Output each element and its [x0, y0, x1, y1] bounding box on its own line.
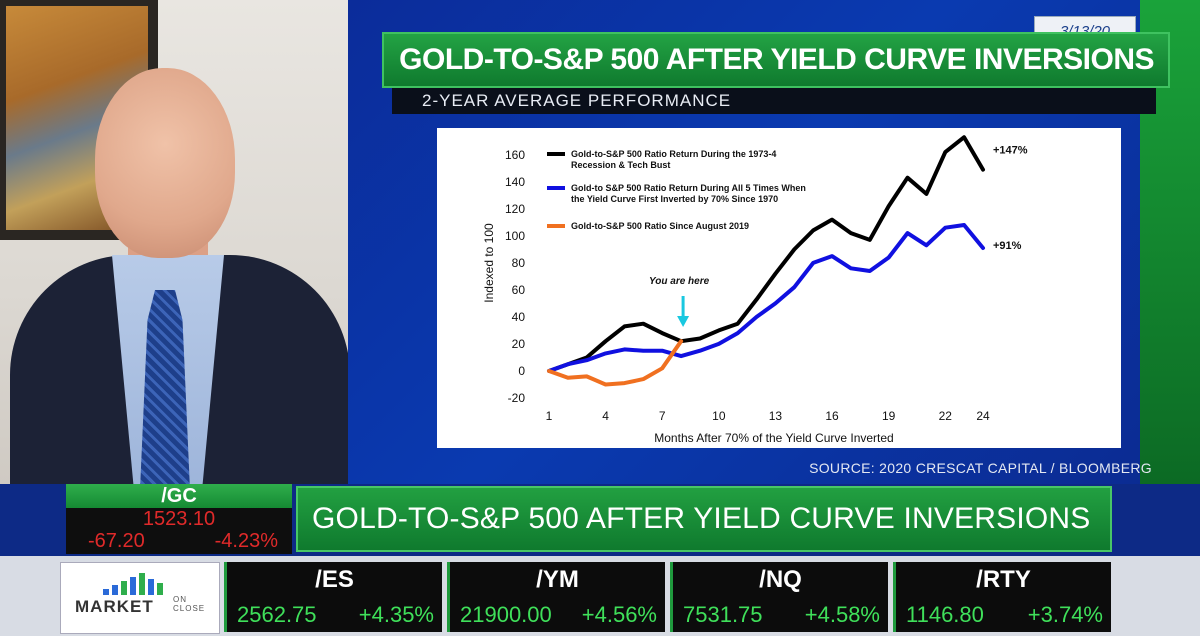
- gc-change: -67.20: [88, 530, 145, 552]
- gc-change-pct: -4.23%: [214, 530, 278, 552]
- y-tick-label: 160: [505, 148, 525, 162]
- x-tick-label: 1: [546, 409, 553, 423]
- y-tick-label: 60: [512, 283, 526, 297]
- legend-entry: Gold-to-S&P 500 Ratio Return During the …: [571, 149, 776, 170]
- y-tick-label: 140: [505, 175, 525, 189]
- bar-chart-icon: [103, 573, 166, 595]
- y-tick-label: -20: [508, 391, 526, 405]
- ticker-es: /ES 2562.75 +4.35%: [224, 562, 442, 632]
- x-tick-label: 24: [976, 409, 990, 423]
- y-tick-label: 80: [512, 256, 526, 270]
- presenter-tie: [140, 290, 190, 484]
- ticker-price: 7531.75: [683, 602, 763, 627]
- y-tick-label: 100: [505, 229, 525, 243]
- legend-entry: Gold-to S&P 500 Ratio Return During All …: [571, 183, 806, 204]
- y-tick-label: 120: [505, 202, 525, 216]
- x-tick-label: 4: [602, 409, 609, 423]
- x-tick-label: 19: [882, 409, 896, 423]
- logo-text: MARKET: [75, 597, 154, 616]
- ticker-symbol: /ES: [315, 566, 354, 593]
- headline-text: GOLD-TO-S&P 500 AFTER YIELD CURVE INVERS…: [312, 502, 1091, 535]
- presenter-video: [0, 0, 348, 484]
- ticker-change-pct: +4.58%: [804, 602, 880, 627]
- series-line-2: [547, 339, 684, 387]
- ticker-rty: /RTY 1146.80 +3.74%: [893, 562, 1111, 632]
- gc-symbol: /GC: [66, 484, 292, 508]
- ticker-symbol: /YM: [536, 566, 579, 593]
- line-chart: -20 0 20 40 60 80 100 120 140 160 1 4 7 10 13 16 19 22 24 M…: [482, 135, 1028, 445]
- ticker-price: 21900.00: [460, 602, 552, 627]
- series-end-label: +147%: [993, 145, 1028, 157]
- ticker-change-pct: +4.35%: [358, 602, 434, 627]
- ticker-symbol: /RTY: [976, 566, 1031, 593]
- ticker-nq: /NQ 7531.75 +4.58%: [670, 562, 888, 632]
- graphic-subtitle: 2-YEAR AVERAGE PERFORMANCE: [392, 88, 1156, 114]
- x-tick-label: 10: [712, 409, 726, 423]
- x-tick-label: 7: [659, 409, 666, 423]
- logo-small-text: ON CLOSE: [173, 595, 206, 613]
- chart-area: -20 0 20 40 60 80 100 120 140 160 1 4 7 10 13 16 19 22 24 M…: [437, 128, 1121, 448]
- gc-price: 1523.10: [142, 508, 216, 530]
- ticker-price: 2562.75: [237, 602, 317, 627]
- legend-entry: Gold-to-S&P 500 Ratio Since August 2019: [571, 221, 749, 231]
- x-tick-label: 16: [825, 409, 839, 423]
- series-line-1: [547, 223, 985, 373]
- annotation-label: You are here: [649, 276, 710, 287]
- y-tick-label: 0: [518, 364, 525, 378]
- graphic-title: GOLD-TO-S&P 500 AFTER YIELD CURVE INVERS…: [399, 43, 1154, 76]
- x-tick-label: 13: [769, 409, 783, 423]
- series-line-0: [547, 135, 985, 373]
- y-tick-label: 20: [512, 337, 526, 351]
- x-tick-label: 22: [939, 409, 953, 423]
- y-axis-label: Indexed to 100: [482, 223, 496, 303]
- ticker-symbol: /NQ: [759, 566, 802, 593]
- headline-bar: GOLD-TO-S&P 500 AFTER YIELD CURVE INVERS…: [296, 486, 1112, 552]
- annotation-arrowhead-icon: [677, 316, 690, 327]
- source-note: SOURCE: 2020 CRESCAT CAPITAL / BLOOMBERG: [809, 460, 1152, 476]
- ticker-price: 1146.80: [906, 602, 984, 627]
- market-on-close-logo: MARKET ON CLOSE: [60, 562, 220, 634]
- ticker-change-pct: +4.56%: [581, 602, 657, 627]
- presenter-head: [95, 68, 235, 258]
- series-end-label: +91%: [993, 240, 1022, 252]
- x-axis-label: Months After 70% of the Yield Curve Inve…: [654, 431, 893, 445]
- y-tick-label: 40: [512, 310, 526, 324]
- ticker-ym: /YM 21900.00 +4.56%: [447, 562, 665, 632]
- graphic-title-bar: GOLD-TO-S&P 500 AFTER YIELD CURVE INVERS…: [382, 32, 1170, 88]
- ticker-change-pct: +3.74%: [1027, 602, 1103, 627]
